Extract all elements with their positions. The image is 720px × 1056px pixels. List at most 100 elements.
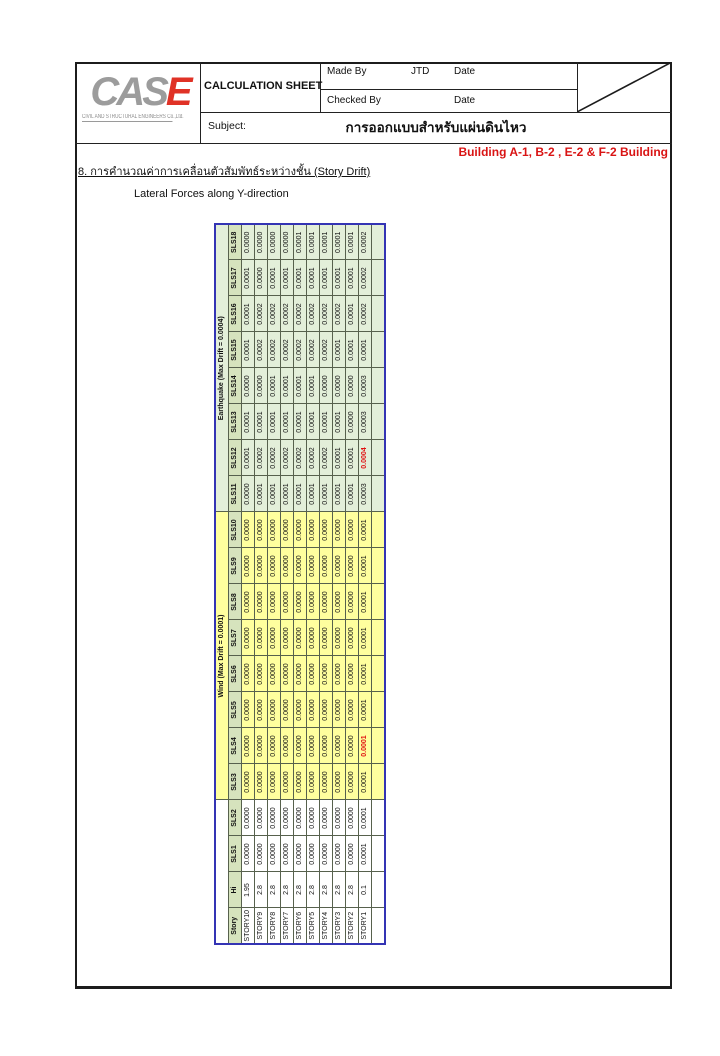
drift-value: 0.0002	[306, 296, 320, 332]
drift-value: 0.0001	[345, 260, 359, 296]
drift-value: 0.0000	[332, 836, 346, 872]
drift-value: 0.0001	[358, 656, 372, 692]
drift-value: 0.0001	[280, 260, 294, 296]
table-row-story1: STORY1 0.1 0.0001 0.0001 0.0001 0.0001 0.0001 0…	[358, 224, 372, 944]
table-row-story6: STORY6 2.8 0.0000 0.0000 0.0000 0.0000 0.0000 0…	[293, 224, 307, 944]
drift-value: 0.0000	[241, 224, 255, 260]
drift-value: 0.0000	[306, 800, 320, 836]
blank-corner-cell	[215, 800, 229, 944]
table-row-story7: STORY7 2.8 0.0000 0.0000 0.0000 0.0000 0.0000 0…	[280, 224, 294, 944]
drift-value: 0.0000	[267, 800, 281, 836]
drift-value: 0.0000	[306, 620, 320, 656]
drift-value: 0.0000	[267, 512, 281, 548]
drift-value: 0.0000	[280, 512, 294, 548]
drift-value: 0.0000	[319, 764, 333, 800]
hi-value: 2.8	[345, 872, 359, 908]
story-label: STORY6	[293, 908, 307, 944]
empty-cell	[371, 692, 385, 728]
drift-value: 0.0000	[306, 836, 320, 872]
hi-value: 1.95	[241, 872, 255, 908]
drift-value: 0.0001	[241, 296, 255, 332]
drift-value: 0.0001	[241, 404, 255, 440]
drift-value: 0.0000	[267, 728, 281, 764]
story-label: STORY7	[280, 908, 294, 944]
drift-value: 0.0001	[267, 476, 281, 512]
drift-value: 0.0001	[345, 332, 359, 368]
date-label-1: Date	[454, 66, 476, 77]
drift-value: 0.0000	[293, 620, 307, 656]
logo-case-text: CASE	[90, 70, 192, 114]
drift-value: 0.0001	[267, 404, 281, 440]
hi-value: 2.8	[306, 872, 320, 908]
header-divider-calcsheet	[320, 62, 321, 112]
hi-value: 2.8	[332, 872, 346, 908]
story-label: STORY1	[358, 908, 372, 944]
subject-label: Subject:	[208, 120, 246, 132]
drift-value: 0.0002	[280, 296, 294, 332]
empty-cell	[371, 728, 385, 764]
column-header-sls5: SLS5	[228, 692, 242, 728]
column-header-sls10: SLS10	[228, 512, 242, 548]
drift-value: 0.0000	[332, 620, 346, 656]
drift-value: 0.0000	[332, 764, 346, 800]
drift-value: 0.0002	[358, 296, 372, 332]
drift-value: 0.0000	[293, 548, 307, 584]
drift-value: 0.0001	[267, 368, 281, 404]
drift-value: 0.0001	[280, 476, 294, 512]
drift-value: 0.0000	[306, 728, 320, 764]
drift-value: 0.0000	[319, 692, 333, 728]
header-line-bottom	[75, 143, 672, 144]
column-header-sls6: SLS6	[228, 656, 242, 692]
drift-value: 0.0001	[293, 476, 307, 512]
drift-value: 0.0002	[306, 440, 320, 476]
column-header-sls16: SLS16	[228, 296, 242, 332]
empty-cell	[371, 404, 385, 440]
drift-value: 0.0002	[267, 332, 281, 368]
table-row-story9: STORY9 2.8 0.0000 0.0000 0.0000 0.0000 0.0000 0…	[254, 224, 268, 944]
drift-value: 0.0001	[358, 728, 372, 764]
drift-value: 0.0000	[293, 692, 307, 728]
story-drift-table: Wind (Max Drift = 0.0001) Earthquake (Max…	[214, 223, 386, 945]
drift-value: 0.0000	[241, 476, 255, 512]
drift-value: 0.0000	[332, 692, 346, 728]
drift-value: 0.0000	[293, 836, 307, 872]
drift-value: 0.0001	[358, 620, 372, 656]
drift-value: 0.0000	[254, 620, 268, 656]
wind-group-header: Wind (Max Drift = 0.0001)	[215, 512, 229, 800]
drift-value: 0.0001	[306, 404, 320, 440]
drift-value: 0.0000	[254, 584, 268, 620]
column-header-sls7: SLS7	[228, 620, 242, 656]
drift-value: 0.0000	[332, 584, 346, 620]
column-header-row: Story Hi SLS1 SLS2 SLS3 SLS4 SLS5 SLS6 SLS7 SLS8 S…	[228, 224, 242, 944]
drift-value: 0.0000	[241, 548, 255, 584]
drift-value: 0.0003	[358, 368, 372, 404]
drift-value: 0.0002	[293, 332, 307, 368]
drift-value: 0.0000	[306, 692, 320, 728]
drift-value: 0.0001	[306, 260, 320, 296]
drift-value: 0.0001	[319, 404, 333, 440]
drift-value: 0.0000	[306, 512, 320, 548]
drift-value: 0.0000	[332, 800, 346, 836]
drift-value: 0.0001	[358, 584, 372, 620]
drift-value: 0.0000	[254, 836, 268, 872]
made-by-value: JTD	[411, 66, 430, 77]
drift-value: 0.0000	[280, 764, 294, 800]
drift-value: 0.0000	[254, 728, 268, 764]
group-header-row: Wind (Max Drift = 0.0001) Earthquake (Max…	[215, 224, 229, 944]
column-header-sls11: SLS11	[228, 476, 242, 512]
drift-value: 0.0000	[280, 548, 294, 584]
drift-value: 0.0000	[345, 656, 359, 692]
column-header-sls12: SLS12	[228, 440, 242, 476]
checked-by-label: Checked By	[327, 95, 381, 106]
drift-value: 0.0000	[332, 368, 346, 404]
drift-value: 0.0000	[241, 836, 255, 872]
drift-value: 0.0001	[345, 224, 359, 260]
column-header-sls1: SLS1	[228, 836, 242, 872]
drift-value: 0.0001	[254, 404, 268, 440]
drift-value: 0.0001	[345, 440, 359, 476]
drift-value: 0.0000	[332, 512, 346, 548]
drift-value: 0.0001	[358, 800, 372, 836]
empty-cell	[371, 368, 385, 404]
drift-value: 0.0000	[241, 728, 255, 764]
drift-value: 0.0000	[332, 656, 346, 692]
